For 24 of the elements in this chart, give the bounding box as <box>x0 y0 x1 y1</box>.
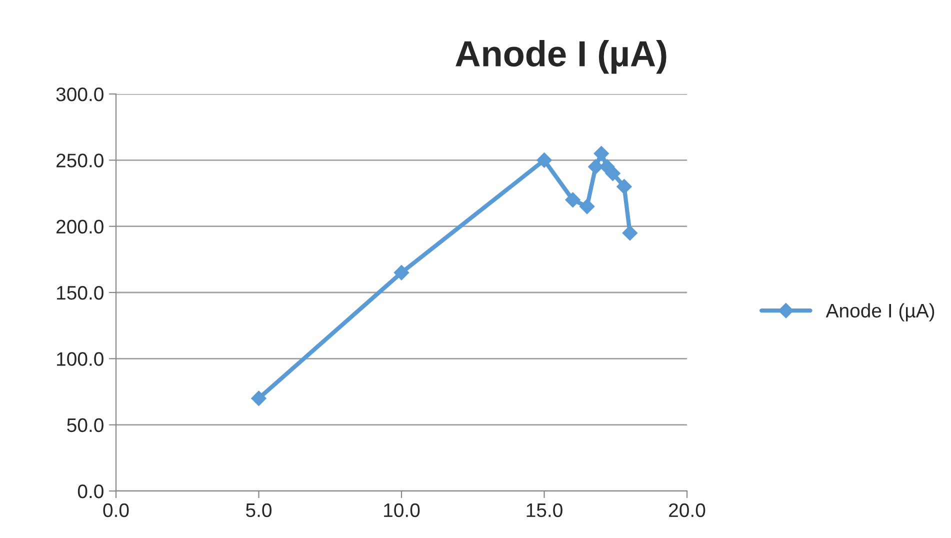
point <box>616 179 632 194</box>
y-tick-label: 300.0 <box>56 87 104 102</box>
y-tick-label: 100.0 <box>57 352 104 366</box>
x-tick-label: 15.0 <box>526 503 562 518</box>
y-tick-label: 0.0 <box>78 484 104 498</box>
y-tick-label: 150.0 <box>57 286 104 300</box>
x-tick-label: 20.0 <box>669 503 706 518</box>
point <box>394 265 410 280</box>
point <box>536 152 552 168</box>
x-tick-label: 0.0 <box>103 503 129 518</box>
y-tick-label: 250.0 <box>56 154 104 168</box>
chart-title: Anode I (µA) <box>456 40 666 74</box>
point <box>594 146 609 162</box>
point <box>580 198 595 214</box>
point <box>588 159 604 174</box>
y-tick-label: 50.0 <box>67 418 104 432</box>
point <box>605 166 620 181</box>
legend-label: Anode I (µA) <box>826 303 934 322</box>
point <box>565 192 580 208</box>
point <box>251 390 266 406</box>
x-tick-label: 5.0 <box>246 503 272 518</box>
x-tick-label: 10.0 <box>384 503 420 518</box>
point <box>622 225 638 241</box>
y-tick-label: 200.0 <box>56 220 104 234</box>
